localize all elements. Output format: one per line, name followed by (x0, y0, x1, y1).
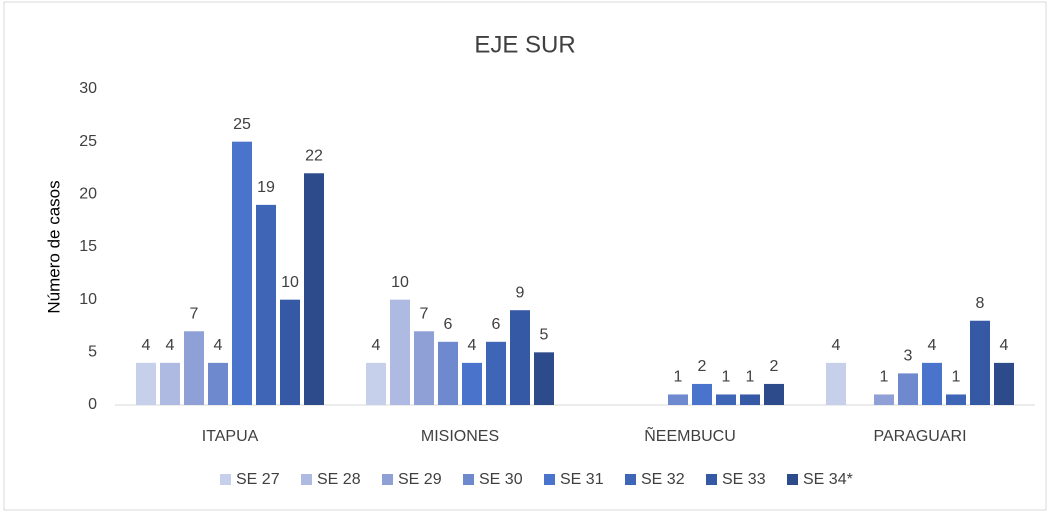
legend-label: SE 28 (317, 471, 361, 488)
data-label: 4 (372, 337, 381, 354)
bar (994, 362, 1014, 405)
bar (486, 341, 506, 405)
data-label: 4 (166, 337, 175, 354)
data-label: 19 (257, 179, 275, 196)
bar (184, 331, 204, 405)
legend-label: SE 31 (560, 471, 604, 488)
legend-swatch (463, 474, 474, 485)
bar (414, 331, 434, 405)
legend-swatch (706, 474, 717, 485)
data-label: 4 (832, 337, 841, 354)
bar (160, 362, 180, 405)
data-label: 4 (214, 337, 223, 354)
y-tick-label: 15 (79, 238, 97, 255)
chart-title: EJE SUR (474, 31, 575, 58)
data-label: 1 (722, 369, 731, 386)
data-label: 6 (492, 316, 501, 333)
legend-swatch (301, 474, 312, 485)
data-label: 8 (976, 295, 985, 312)
data-label: 9 (516, 284, 525, 301)
legend-label: SE 27 (236, 471, 280, 488)
x-tick-label: PARAGUARI (873, 428, 966, 445)
bar (534, 352, 554, 405)
y-axis-label: Número de casos (44, 180, 63, 313)
y-tick-label: 5 (88, 344, 97, 361)
bar (668, 394, 688, 405)
legend-swatch (787, 474, 798, 485)
data-label: 4 (1000, 337, 1009, 354)
legend-label: SE 30 (479, 471, 523, 488)
bar (462, 362, 482, 405)
bar (898, 373, 918, 405)
data-label: 2 (770, 358, 779, 375)
chart-frame (3, 1, 1047, 511)
bar (740, 394, 760, 405)
bar (304, 173, 324, 405)
legend-swatch (220, 474, 231, 485)
legend-label: SE 34* (803, 471, 853, 488)
y-tick-label: 10 (79, 291, 97, 308)
data-label: 4 (142, 337, 151, 354)
data-label: 4 (468, 337, 477, 354)
data-label: 6 (444, 316, 453, 333)
data-label: 1 (880, 369, 889, 386)
bar (692, 383, 712, 405)
bar (390, 299, 410, 405)
bar (946, 394, 966, 405)
y-tick-label: 0 (88, 396, 97, 413)
bar (922, 362, 942, 405)
data-label: 1 (746, 369, 755, 386)
data-label: 3 (904, 348, 913, 365)
bar (232, 141, 252, 405)
data-label: 7 (420, 305, 429, 322)
bar (438, 341, 458, 405)
data-label: 2 (698, 358, 707, 375)
bar (826, 362, 846, 405)
data-label: 10 (391, 274, 409, 291)
legend-label: SE 33 (722, 471, 766, 488)
data-label: 10 (281, 274, 299, 291)
legend-swatch (544, 474, 555, 485)
bar (510, 310, 530, 405)
data-label: 22 (305, 147, 323, 164)
bar (874, 394, 894, 405)
x-tick-label: ÑEEMBUCU (644, 425, 736, 445)
bar (256, 204, 276, 405)
data-label: 1 (674, 369, 683, 386)
data-label: 7 (190, 305, 199, 322)
legend-label: SE 32 (641, 471, 685, 488)
bar (970, 320, 990, 405)
y-tick-label: 20 (79, 186, 97, 203)
legend-label: SE 29 (398, 471, 442, 488)
bar (280, 299, 300, 405)
x-tick-label: MISIONES (421, 428, 499, 445)
data-label: 25 (233, 116, 251, 133)
y-tick-label: 30 (79, 80, 97, 97)
legend-swatch (382, 474, 393, 485)
bar (716, 394, 736, 405)
data-label: 4 (928, 337, 937, 354)
data-label: 5 (540, 327, 549, 344)
bar (136, 362, 156, 405)
y-tick-label: 25 (79, 133, 97, 150)
bar (366, 362, 386, 405)
bar (208, 362, 228, 405)
x-tick-label: ITAPUA (202, 428, 259, 445)
bar (764, 383, 784, 405)
legend-swatch (625, 474, 636, 485)
data-label: 1 (952, 369, 961, 386)
